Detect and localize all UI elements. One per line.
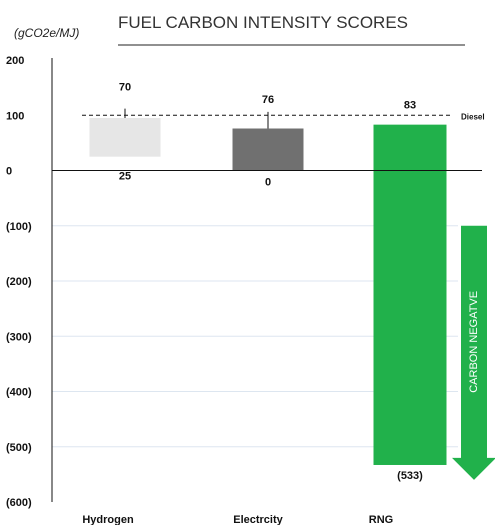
y-tick-label: (500) [6, 442, 32, 454]
bar-electrcity [232, 128, 304, 171]
bar-bottom-label: (533) [397, 470, 423, 482]
y-tick-label: 100 [6, 110, 24, 122]
diesel-label: Diesel [461, 112, 485, 121]
y-tick-label: 200 [6, 55, 24, 67]
bar-top-label: 83 [404, 100, 416, 112]
y-tick-label: 0 [6, 166, 12, 178]
category-label: Hydrogen [82, 514, 134, 525]
bar-rng [373, 124, 447, 465]
chart-title: FUEL CARBON INTENSITY SCORES [118, 13, 408, 32]
y-tick-label: (400) [6, 387, 32, 399]
y-tick-label: (100) [6, 221, 32, 233]
bar-bottom-label: 25 [119, 170, 131, 182]
carbon-negative-label: CARBON NEGATVE [468, 291, 480, 393]
bar-hydrogen [89, 118, 161, 157]
y-tick-label: (200) [6, 276, 32, 288]
category-label: Electrcity [233, 514, 283, 525]
unit-label: (gCO2e/MJ) [14, 26, 79, 40]
plot-area: 200 100 0 (100) (200) (300) (400) (500) (600) Die… [6, 55, 495, 525]
bar-bottom-label: 0 [265, 176, 271, 188]
y-tick-label: (600) [6, 497, 32, 509]
bar-top-label: 70 [119, 81, 131, 93]
y-tick-label: (300) [6, 331, 32, 343]
bar-top-label: 76 [262, 94, 274, 106]
carbon-negative-arrow [452, 225, 495, 480]
category-label: RNG [369, 514, 393, 525]
